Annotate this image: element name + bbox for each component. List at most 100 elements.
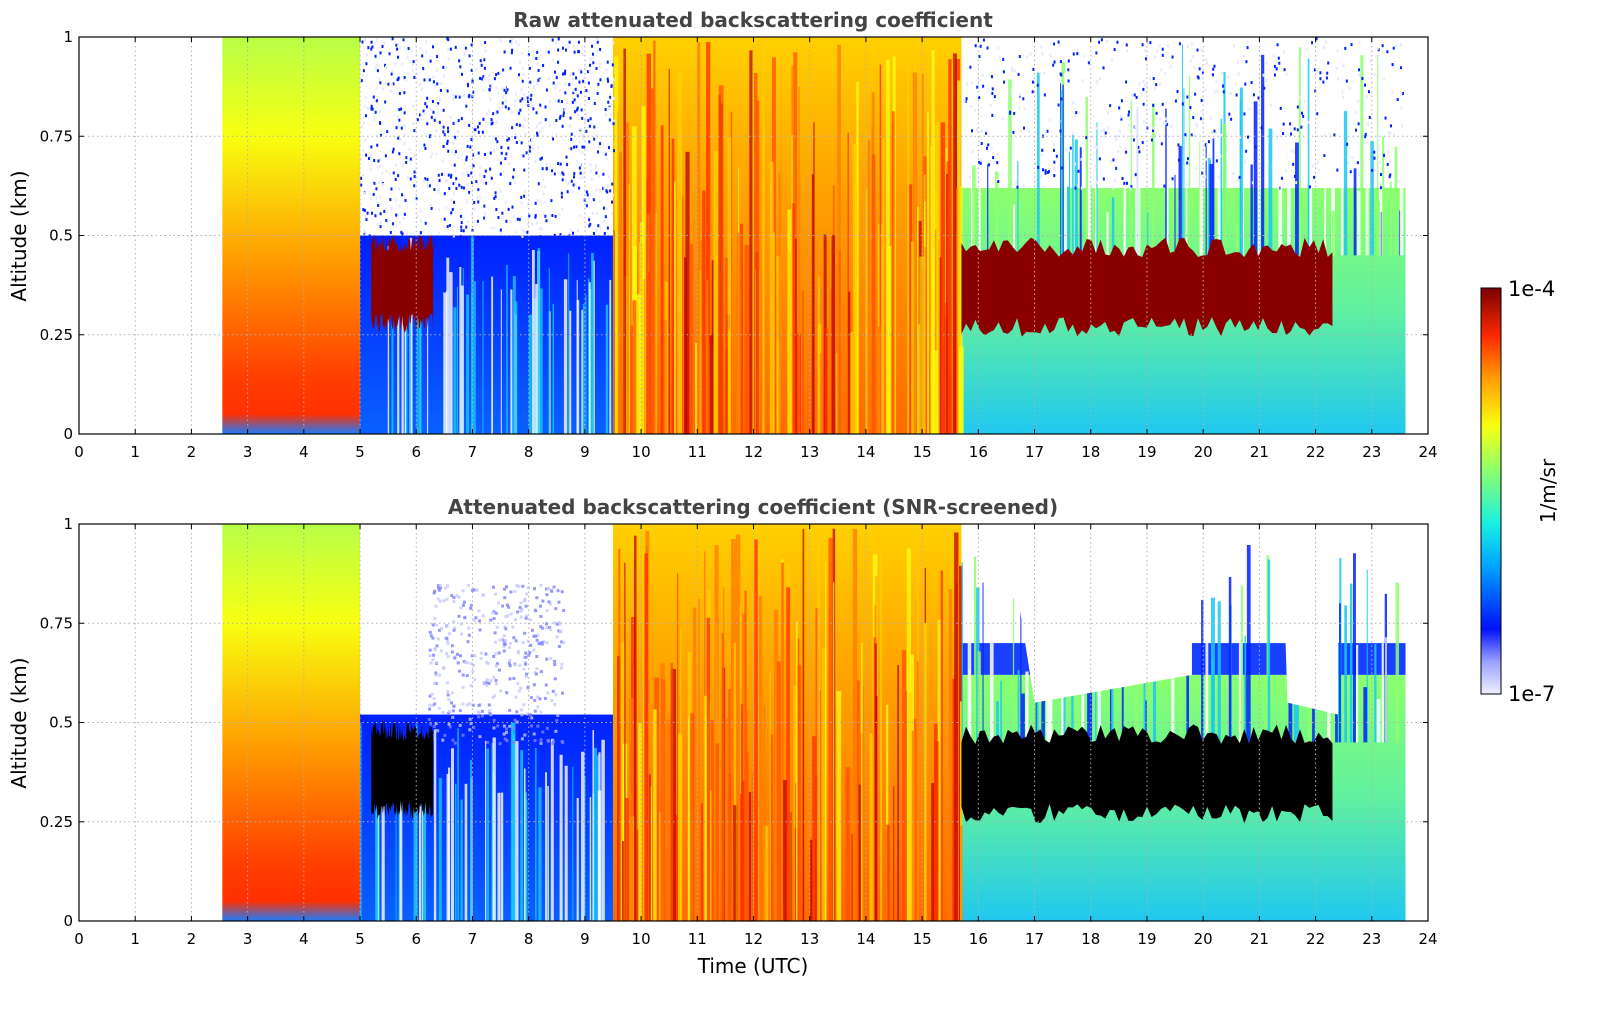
screened-streak-mid	[885, 704, 889, 921]
raw-streak-mid	[842, 304, 844, 434]
screened-streak-mid	[886, 824, 890, 921]
screened-lowsnr-speckle	[431, 658, 435, 662]
screened-lowsnr-speckle	[444, 586, 448, 590]
raw-streak-blue	[537, 248, 541, 434]
raw-noise-speckle	[507, 107, 510, 111]
screened-x-tick-label: 21	[1250, 930, 1269, 948]
raw-noise-speckle	[425, 50, 428, 54]
screened-lowsnr-speckle	[466, 583, 470, 587]
raw-streak-mid	[625, 122, 630, 434]
raw-streak-mid	[756, 100, 760, 434]
screened-y-tick-label: 0	[63, 912, 73, 930]
screened-lowsnr-speckle	[545, 593, 549, 597]
raw-noise-speckle	[446, 141, 449, 145]
raw-noise-speckle	[1368, 115, 1371, 119]
raw-noise-speckle	[1022, 184, 1025, 188]
raw-noise-speckle	[567, 45, 570, 49]
raw-noise-speckle	[522, 93, 525, 97]
raw-noise-speckle	[1318, 169, 1321, 173]
raw-noise-speckle	[1211, 131, 1214, 135]
screened-streak-blue	[455, 783, 457, 921]
raw-streak-blue	[491, 276, 494, 434]
raw-noise-speckle	[443, 217, 446, 221]
raw-noise-speckle	[420, 88, 423, 92]
raw-streak-mid	[891, 111, 895, 434]
raw-noise-speckle	[532, 147, 535, 151]
raw-noise-speckle	[433, 85, 436, 89]
raw-noise-speckle	[458, 183, 461, 187]
raw-noise-speckle	[609, 189, 612, 193]
screened-streak-mid	[715, 743, 720, 921]
raw-noise-speckle	[1282, 122, 1285, 126]
raw-noise-speckle	[536, 62, 539, 66]
raw-noise-speckle	[365, 153, 368, 157]
raw-noise-speckle	[465, 158, 468, 162]
raw-noise-speckle	[1126, 181, 1129, 185]
screened-lowsnr-speckle	[561, 740, 565, 744]
raw-streak-blue	[540, 288, 543, 434]
raw-noise-speckle	[1394, 44, 1397, 48]
raw-noise-speckle	[569, 116, 572, 120]
raw-noise-speckle	[473, 128, 476, 132]
raw-noise-speckle	[603, 151, 606, 155]
raw-noise-speckle	[468, 190, 471, 194]
raw-noise-speckle	[1190, 133, 1193, 137]
raw-noise-speckle	[389, 89, 392, 93]
screened-lowsnr-speckle	[477, 715, 481, 719]
screened-lowsnr-speckle	[516, 651, 520, 655]
screened-streak-mid	[744, 590, 747, 921]
raw-noise-speckle	[367, 46, 370, 50]
raw-noise-speckle	[585, 89, 588, 93]
raw-noise-speckle	[550, 199, 553, 203]
screened-lowsnr-speckle	[453, 656, 457, 660]
raw-noise-speckle	[1152, 76, 1155, 80]
screened-lowsnr-speckle	[539, 741, 543, 745]
raw-noise-speckle	[501, 87, 504, 91]
raw-streak-blue	[410, 290, 413, 434]
screened-lowsnr-speckle	[459, 606, 463, 610]
raw-noise-speckle	[551, 213, 554, 217]
raw-noise-speckle	[455, 186, 458, 190]
screened-lowsnr-speckle	[513, 718, 517, 722]
raw-noise-speckle	[542, 192, 545, 196]
screened-streak-mid	[677, 572, 679, 921]
raw-noise-speckle	[536, 82, 539, 86]
screened-streak-late	[1017, 669, 1020, 743]
raw-streak-late	[1278, 91, 1283, 256]
raw-noise-speckle	[519, 108, 522, 112]
raw-noise-speckle	[595, 49, 598, 53]
raw-noise-speckle	[1246, 40, 1249, 44]
raw-noise-speckle	[386, 130, 389, 134]
screened-lowsnr-speckle	[452, 620, 456, 624]
screened-lowsnr-speckle	[533, 739, 537, 743]
raw-noise-speckle	[529, 100, 532, 104]
raw-noise-speckle	[1388, 175, 1391, 179]
screened-lowsnr-speckle	[473, 678, 477, 682]
raw-noise-speckle	[1204, 143, 1207, 147]
raw-noise-speckle	[604, 108, 607, 112]
screened-lowsnr-speckle	[494, 652, 498, 656]
raw-noise-speckle	[453, 200, 456, 204]
raw-streak-blue	[456, 286, 459, 434]
screened-lowsnr-speckle	[523, 631, 527, 635]
screened-lowsnr-speckle	[428, 694, 432, 698]
screened-x-tick-label: 19	[1137, 930, 1156, 948]
raw-noise-speckle	[1213, 64, 1216, 68]
raw-noise-speckle	[429, 107, 432, 111]
raw-noise-speckle	[524, 132, 527, 136]
raw-noise-speckle	[996, 161, 999, 165]
screened-lowsnr-speckle	[436, 586, 440, 590]
screened-lowsnr-speckle	[432, 697, 436, 701]
raw-noise-speckle	[1107, 111, 1110, 115]
raw-noise-speckle	[561, 124, 564, 128]
raw-streak-blue	[605, 304, 609, 434]
raw-streak-blue	[581, 309, 584, 434]
raw-noise-speckle	[494, 191, 497, 195]
raw-noise-speckle	[396, 42, 399, 46]
screened-streak-mid	[880, 552, 883, 921]
screened-lowsnr-speckle	[432, 724, 436, 728]
screened-lowsnr-speckle	[528, 651, 532, 655]
raw-x-tick-label: 18	[1081, 443, 1100, 461]
raw-noise-speckle	[1046, 129, 1049, 133]
raw-noise-speckle	[445, 179, 448, 183]
